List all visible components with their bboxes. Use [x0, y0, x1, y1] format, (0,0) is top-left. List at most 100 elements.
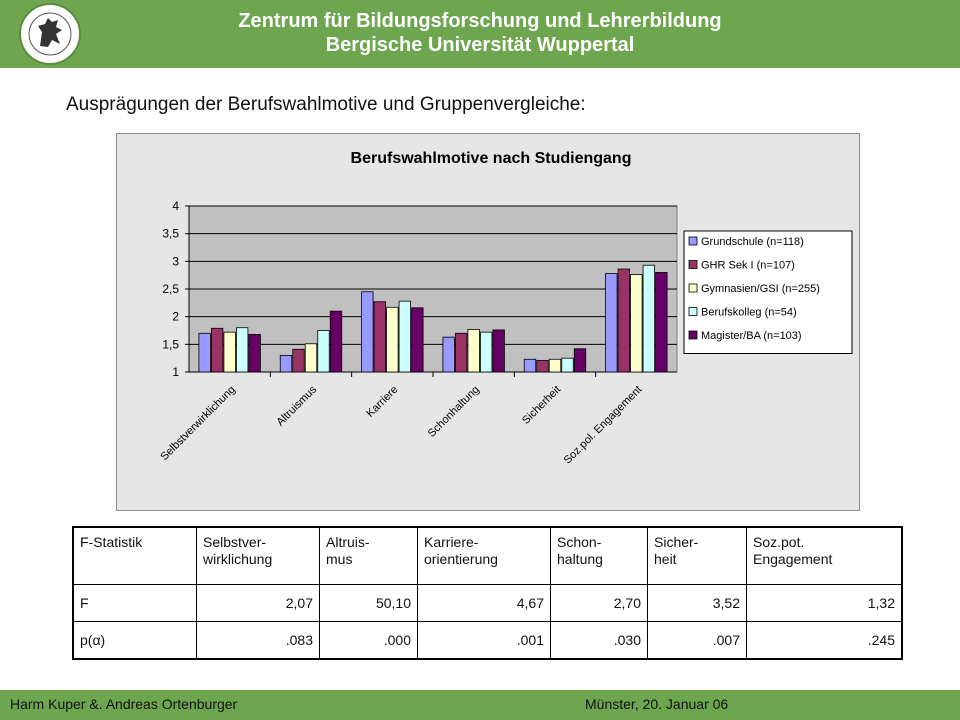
table-header-row: F-Statistik Selbstver-wirklichung Altrui…	[72, 526, 903, 585]
table-cell: 4,67	[417, 584, 551, 622]
bar	[642, 264, 655, 373]
bar	[248, 333, 261, 373]
bar	[317, 330, 330, 373]
header-text: wirklichung	[203, 551, 273, 567]
header-text: heit	[654, 551, 677, 567]
header-text: mus	[326, 551, 353, 567]
bar	[279, 354, 293, 373]
legend-swatch	[688, 330, 698, 340]
header-text: Sicher-	[654, 534, 699, 550]
header-text: Altruis-	[326, 534, 370, 550]
bar	[398, 300, 411, 373]
chart-area: Berufswahlmotive nach Studiengang 1 1,5 2 2,…	[116, 133, 860, 511]
bar	[617, 268, 630, 373]
header-text: orientierung	[424, 551, 498, 567]
header-title-line1: Zentrum für Bildungsforschung und Lehrer…	[238, 10, 722, 32]
bar	[304, 343, 318, 373]
header-title-line2: Bergische Universität Wuppertal	[325, 34, 635, 56]
bar	[329, 310, 343, 373]
table-cell: .000	[319, 621, 418, 660]
bar	[198, 332, 211, 373]
bar	[605, 273, 618, 373]
table-cell: .083	[196, 621, 320, 660]
legend-label: Grundschule (n=118)	[701, 236, 804, 248]
table-cell: F	[72, 584, 197, 622]
footer-bar: Harm Kuper &. Andreas Ortenburger Münste…	[0, 690, 960, 720]
table-row: p(α) .083 .000 .001 .030 .007 .245	[72, 621, 903, 660]
table-cell: 2,07	[196, 584, 320, 622]
legend-box	[683, 230, 853, 354]
table-header-cell: Altruis-mus	[319, 526, 418, 585]
legend-label: Magister/BA (n=103)	[701, 330, 802, 342]
table-cell: .001	[417, 621, 551, 660]
bar	[467, 328, 480, 373]
table-cell: 50,10	[319, 584, 418, 622]
bar	[536, 359, 549, 373]
x-tick-label: Altruismus	[274, 383, 319, 428]
header-text: haltung	[557, 551, 603, 567]
bar	[442, 336, 455, 373]
table-header-cell: Schon-haltung	[550, 526, 648, 585]
table-header-cell: Selbstver-wirklichung	[196, 526, 320, 585]
legend-swatch	[688, 236, 698, 246]
y-tick-label: 1	[172, 365, 179, 379]
chart-title: Berufswahlmotive nach Studiengang	[351, 150, 632, 167]
bar	[561, 357, 574, 373]
bar	[292, 348, 305, 373]
bar	[411, 307, 424, 373]
footer-authors: Harm Kuper &. Andreas Ortenburger	[10, 696, 238, 712]
table-header-cell: F-Statistik	[72, 526, 197, 585]
y-tick-label: 3,5	[162, 227, 179, 241]
y-tick-label: 2	[172, 310, 179, 324]
legend-label: GHR Sek I (n=107)	[701, 260, 795, 272]
footer-date: Münster, 20. Januar 06	[585, 696, 729, 712]
bar	[361, 291, 374, 373]
x-tick-label: Soz.pol. Engagement	[562, 384, 645, 467]
bar	[523, 358, 537, 373]
table-cell: .245	[746, 621, 903, 660]
bar	[236, 327, 249, 373]
bar	[373, 301, 386, 373]
bar	[223, 331, 236, 373]
header-text: Schon-	[557, 534, 602, 550]
y-tick-label: 3	[172, 254, 179, 268]
legend-swatch	[688, 307, 698, 316]
table-cell: 1,32	[746, 584, 903, 622]
y-tick-label: 4	[172, 199, 179, 213]
header-bar: Zentrum für Bildungsforschung und Lehrer…	[0, 0, 960, 68]
x-tick-label: Selbstverwirklichung	[158, 384, 237, 463]
header-text: F-Statistik	[80, 534, 143, 550]
x-tick-label: Sicherheit	[520, 384, 563, 427]
university-seal-logo	[19, 3, 81, 65]
slide-subtitle: Ausprägungen der Berufswahlmotive und Gr…	[66, 94, 586, 115]
table-cell: .007	[647, 621, 747, 660]
table-header-cell: Sicher-heit	[647, 526, 747, 585]
header-text: Selbstver-	[203, 534, 267, 550]
header-text: Engagement	[753, 551, 833, 567]
table-cell: 2,70	[550, 584, 648, 622]
bar	[630, 274, 643, 373]
f-statistics-table: F-Statistik Selbstver-wirklichung Altrui…	[72, 526, 903, 660]
bar	[573, 348, 587, 373]
bar	[548, 358, 562, 373]
table-row: F 2,07 50,10 4,67 2,70 3,52 1,32	[72, 584, 903, 622]
legend-swatch	[688, 283, 698, 293]
x-tick-label: Karriere	[364, 384, 400, 420]
legend-swatch	[688, 260, 698, 269]
table-cell: p(α)	[72, 621, 197, 660]
bar	[492, 329, 505, 373]
x-tick-label: Schonhaltung	[426, 384, 482, 440]
y-tick-label: 2,5	[162, 282, 179, 296]
header-text: Soz.pot.	[753, 534, 805, 550]
legend-label: Berufskolleg (n=54)	[701, 307, 797, 319]
table-cell: .030	[550, 621, 648, 660]
bar	[386, 306, 399, 373]
bar	[655, 271, 668, 373]
legend-label: Gymnasien/GSI (n=255)	[701, 283, 820, 295]
bar	[455, 332, 468, 373]
table-header-cell: Soz.pot. Engagement	[746, 526, 903, 585]
y-tick-label: 1,5	[162, 337, 179, 351]
table-header-cell: Karriere-orientierung	[417, 526, 551, 585]
bar	[480, 331, 493, 373]
header-text: Karriere-	[424, 534, 479, 550]
